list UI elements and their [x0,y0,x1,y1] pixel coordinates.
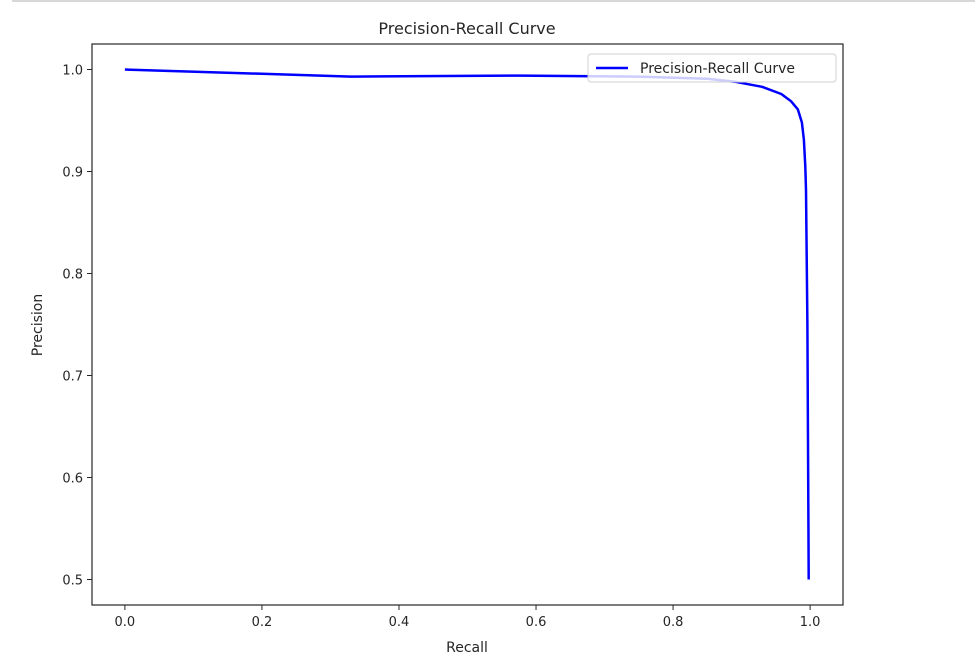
legend-box [587,53,837,83]
x-tick-label: 0.8 [663,615,684,630]
x-tick-label: 0.0 [115,615,136,630]
series-line [124,68,810,580]
x-tick-label: 0.6 [526,615,547,630]
y-tick-label: 1.0 [62,64,83,79]
chart-title: Precision-Recall Curve [378,19,555,38]
legend: Precision-Recall Curve [587,53,837,83]
legend-label: Precision-Recall Curve [640,61,795,77]
x-tick-label: 0.2 [252,615,273,630]
y-tick-label: 0.6 [62,472,83,487]
y-tick-label: 0.7 [62,370,83,385]
y-tick-label: 0.9 [62,166,83,181]
plot-frame [91,43,844,606]
x-axis-label: Recall [446,640,488,656]
top-divider [12,0,975,2]
x-tick-label: 1.0 [800,615,821,630]
x-tick-label: 0.4 [389,615,410,630]
y-tick-label: 0.5 [62,574,83,589]
y-axis-label: Precision [30,294,46,356]
y-tick-label: 0.8 [62,268,83,283]
